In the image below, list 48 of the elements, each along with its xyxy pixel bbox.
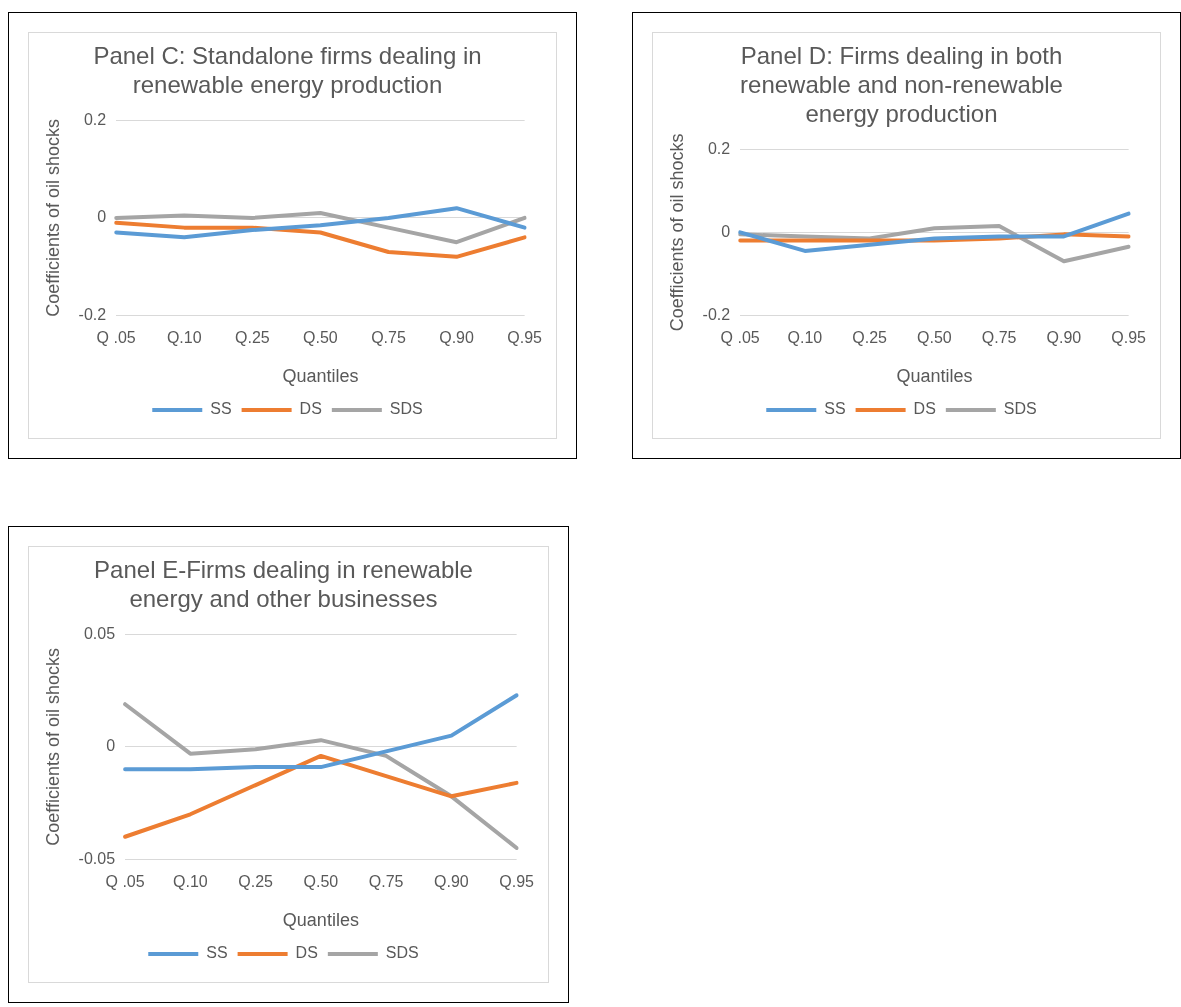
x-tick-label: Q.50 (303, 873, 339, 891)
legend-label: SDS (385, 944, 419, 962)
x-tick-label: Q.50 (303, 329, 338, 347)
legend-label: DS (295, 944, 318, 962)
y-tick-label: 0 (97, 208, 107, 226)
legend-label: SS (824, 400, 846, 418)
x-axis-title: Quantiles (282, 910, 359, 931)
y-tick-label: 0.2 (707, 139, 731, 157)
x-tick-label: Q.25 (234, 329, 270, 347)
y-tick-label: 0.2 (83, 111, 107, 129)
legend-label: SS (206, 944, 228, 962)
chart-title: Panel E-Firms dealing in renewable energy and other businesses (94, 556, 473, 612)
x-tick-label: Q.95 (499, 873, 535, 891)
x-tick-label: Q.75 (981, 329, 1017, 347)
y-tick-label: 0.05 (83, 625, 116, 643)
x-tick-label: Q .05 (720, 329, 760, 347)
x-axis-title: Quantiles (896, 366, 973, 387)
x-tick-label: Q.90 (434, 873, 469, 891)
y-axis-title: Coefficients of oil shocks (666, 133, 687, 332)
legend-label: SDS (389, 400, 423, 418)
x-tick-label: Q.95 (507, 329, 543, 347)
x-tick-label: Q.75 (368, 873, 404, 891)
x-tick-label: Q.10 (166, 329, 202, 347)
y-tick-label: -0.05 (78, 849, 116, 867)
x-tick-label: Q.25 (852, 329, 888, 347)
legend-label: DS (299, 400, 322, 418)
y-tick-label: 0 (721, 222, 731, 240)
x-tick-label: Q.10 (787, 329, 823, 347)
x-tick-label: Q.25 (238, 873, 274, 891)
legend-label: SS (210, 400, 232, 418)
x-tick-label: Q.90 (439, 329, 475, 347)
x-tick-label: Q .05 (96, 329, 136, 347)
y-tick-label: 0 (106, 737, 116, 755)
y-axis-title: Coefficients of oil shocks (42, 648, 63, 846)
x-tick-label: Q.50 (917, 329, 952, 347)
legend-label: DS (913, 400, 936, 418)
x-tick-label: Q.75 (371, 329, 406, 347)
x-axis-title: Quantiles (282, 366, 359, 387)
x-tick-label: Q.10 (172, 873, 208, 891)
y-axis-title: Coefficients of oil shocks (42, 119, 63, 317)
x-tick-label: Q.90 (1046, 329, 1082, 347)
chart-title: Panel D: Firms dealing in both renewable and non-renewable energy production (740, 42, 1063, 127)
y-tick-label: -0.2 (702, 305, 731, 323)
legend-label: SDS (1003, 400, 1037, 418)
chart-title: Panel C: Standalone firms dealing in renewable energy production (93, 42, 482, 98)
y-tick-label: -0.2 (78, 305, 107, 323)
x-tick-label: Q.95 (1111, 329, 1147, 347)
x-tick-label: Q .05 (105, 873, 145, 891)
